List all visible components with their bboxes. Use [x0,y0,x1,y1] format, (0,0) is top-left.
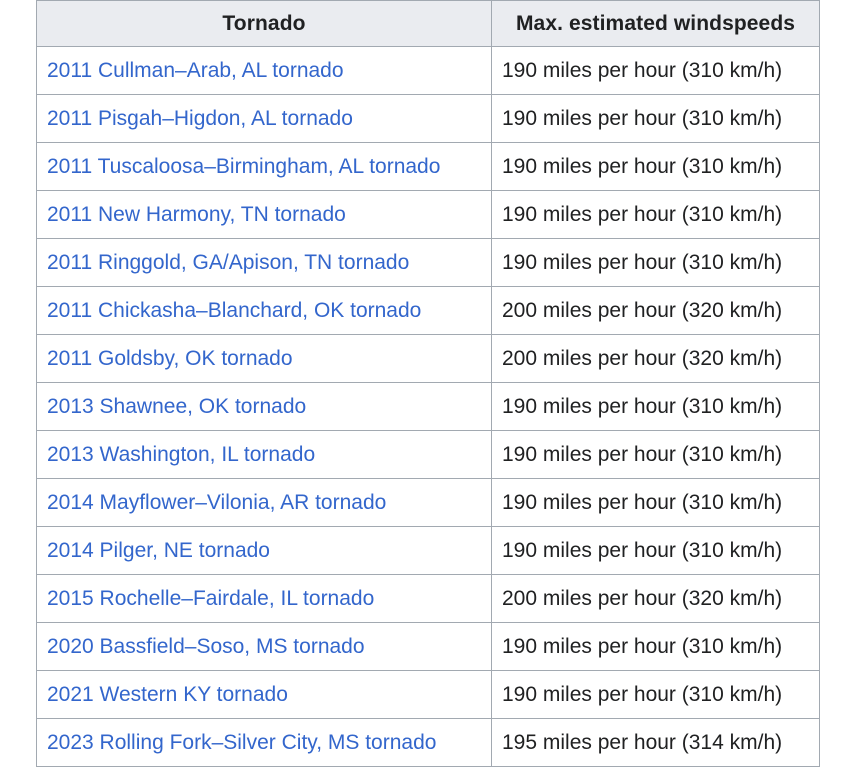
tornado-cell: 2021 Western KY tornado [36,670,492,719]
windspeed-cell: 200 miles per hour (320 km/h) [491,286,820,335]
windspeed-cell: 190 miles per hour (310 km/h) [491,622,820,671]
tornado-link[interactable]: 2015 Rochelle–Fairdale, IL tornado [47,586,375,610]
tornado-link[interactable]: 2011 Chickasha–Blanchard, OK tornado [47,298,422,322]
tornado-link[interactable]: 2011 Goldsby, OK tornado [47,346,293,370]
tornado-link[interactable]: 2020 Bassfield–Soso, MS tornado [47,634,365,658]
windspeed-cell: 195 miles per hour (314 km/h) [491,718,820,767]
tornado-link[interactable]: 2014 Mayflower–Vilonia, AR tornado [47,490,387,514]
table-row: 2011 Cullman–Arab, AL tornado 190 miles … [36,46,820,95]
table-row: 2014 Mayflower–Vilonia, AR tornado 190 m… [36,478,820,527]
tornado-link[interactable]: 2011 New Harmony, TN tornado [47,202,346,226]
tornado-link[interactable]: 2014 Pilger, NE tornado [47,538,270,562]
tornado-cell: 2011 Tuscaloosa–Birmingham, AL tornado [36,142,492,191]
tornado-cell: 2011 Pisgah–Higdon, AL tornado [36,94,492,143]
tornado-link[interactable]: 2013 Shawnee, OK tornado [47,394,307,418]
windspeed-cell: 190 miles per hour (310 km/h) [491,238,820,287]
tornado-link[interactable]: 2023 Rolling Fork–Silver City, MS tornad… [47,730,437,754]
tornado-cell: 2020 Bassfield–Soso, MS tornado [36,622,492,671]
windspeed-cell: 190 miles per hour (310 km/h) [491,478,820,527]
windspeed-cell: 190 miles per hour (310 km/h) [491,142,820,191]
tornado-link[interactable]: 2011 Ringgold, GA/Apison, TN tornado [47,250,410,274]
tornado-cell: 2013 Shawnee, OK tornado [36,382,492,431]
table-row: 2011 Ringgold, GA/Apison, TN tornado 190… [36,238,820,287]
tornado-link[interactable]: 2013 Washington, IL tornado [47,442,316,466]
windspeed-cell: 200 miles per hour (320 km/h) [491,574,820,623]
windspeed-cell: 190 miles per hour (310 km/h) [491,526,820,575]
tornado-cell: 2014 Pilger, NE tornado [36,526,492,575]
windspeed-cell: 200 miles per hour (320 km/h) [491,334,820,383]
table-row: 2011 Goldsby, OK tornado 200 miles per h… [36,334,820,383]
table-body: 2011 Cullman–Arab, AL tornado 190 miles … [36,46,820,767]
column-header-windspeeds[interactable]: Max. estimated windspeeds [491,0,820,47]
tornado-cell: 2011 Chickasha–Blanchard, OK tornado [36,286,492,335]
header-row: Tornado Max. estimated windspeeds [36,0,820,47]
tornado-cell: 2011 Ringgold, GA/Apison, TN tornado [36,238,492,287]
windspeed-cell: 190 miles per hour (310 km/h) [491,94,820,143]
table-row: 2021 Western KY tornado 190 miles per ho… [36,670,820,719]
windspeed-cell: 190 miles per hour (310 km/h) [491,382,820,431]
tornado-cell: 2015 Rochelle–Fairdale, IL tornado [36,574,492,623]
tornado-cell: 2011 Cullman–Arab, AL tornado [36,46,492,95]
tornado-cell: 2013 Washington, IL tornado [36,430,492,479]
table-header: Tornado Max. estimated windspeeds [36,0,820,47]
tornado-cell: 2014 Mayflower–Vilonia, AR tornado [36,478,492,527]
tornado-windspeed-table: Tornado Max. estimated windspeeds 2011 C… [36,0,820,767]
tornado-link[interactable]: 2011 Pisgah–Higdon, AL tornado [47,106,353,130]
tornado-link[interactable]: 2011 Cullman–Arab, AL tornado [47,58,344,82]
windspeed-cell: 190 miles per hour (310 km/h) [491,430,820,479]
tornado-table-container: Tornado Max. estimated windspeeds 2011 C… [36,0,820,767]
table-row: 2011 Tuscaloosa–Birmingham, AL tornado 1… [36,142,820,191]
tornado-cell: 2011 New Harmony, TN tornado [36,190,492,239]
tornado-cell: 2023 Rolling Fork–Silver City, MS tornad… [36,718,492,767]
column-header-tornado[interactable]: Tornado [36,0,492,47]
table-row: 2023 Rolling Fork–Silver City, MS tornad… [36,718,820,767]
tornado-link[interactable]: 2021 Western KY tornado [47,682,288,706]
table-row: 2011 New Harmony, TN tornado 190 miles p… [36,190,820,239]
windspeed-cell: 190 miles per hour (310 km/h) [491,190,820,239]
table-row: 2015 Rochelle–Fairdale, IL tornado 200 m… [36,574,820,623]
windspeed-cell: 190 miles per hour (310 km/h) [491,670,820,719]
windspeed-cell: 190 miles per hour (310 km/h) [491,46,820,95]
table-row: 2011 Chickasha–Blanchard, OK tornado 200… [36,286,820,335]
table-row: 2013 Washington, IL tornado 190 miles pe… [36,430,820,479]
table-row: 2013 Shawnee, OK tornado 190 miles per h… [36,382,820,431]
tornado-link[interactable]: 2011 Tuscaloosa–Birmingham, AL tornado [47,154,441,178]
table-row: 2020 Bassfield–Soso, MS tornado 190 mile… [36,622,820,671]
table-row: 2011 Pisgah–Higdon, AL tornado 190 miles… [36,94,820,143]
table-row: 2014 Pilger, NE tornado 190 miles per ho… [36,526,820,575]
tornado-cell: 2011 Goldsby, OK tornado [36,334,492,383]
